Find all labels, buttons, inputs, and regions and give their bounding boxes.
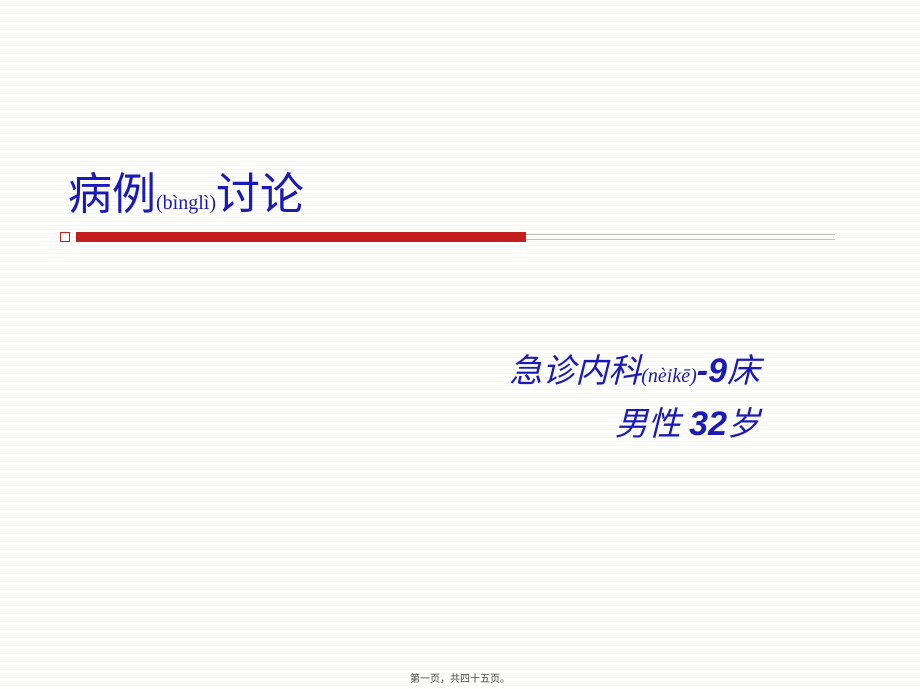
subtitle2-part1: 男性	[615, 407, 689, 443]
subtitle1-part1: 急诊内科	[509, 354, 641, 390]
accent-line	[526, 234, 835, 240]
subtitle-block: 急诊内科(nèikē)-9床 男性 32岁	[0, 345, 760, 451]
subtitle2-num: 32	[689, 405, 727, 443]
subtitle-line-1: 急诊内科(nèikē)-9床	[0, 345, 760, 398]
title-pinyin: (bìnglì)	[156, 192, 216, 214]
subtitle1-part2: -9	[697, 352, 727, 390]
slide-container: 病例(bìnglì)讨论 急诊内科(nèikē)-9床 男性 32岁 第一页，共…	[0, 0, 920, 689]
title-part2: 讨论	[216, 170, 304, 219]
accent-fill	[76, 232, 526, 242]
subtitle1-part3: 床	[727, 354, 760, 390]
accent-square-icon	[60, 232, 70, 242]
page-footer: 第一页，共四十五页。	[0, 670, 920, 685]
subtitle-line-2: 男性 32岁	[0, 398, 760, 451]
subtitle1-pinyin: (nèikē)	[641, 365, 697, 387]
title-part1: 病例	[68, 170, 156, 219]
title-block: 病例(bìnglì)讨论	[68, 158, 304, 222]
subtitle2-part2: 岁	[727, 407, 760, 443]
accent-bar	[60, 232, 835, 242]
